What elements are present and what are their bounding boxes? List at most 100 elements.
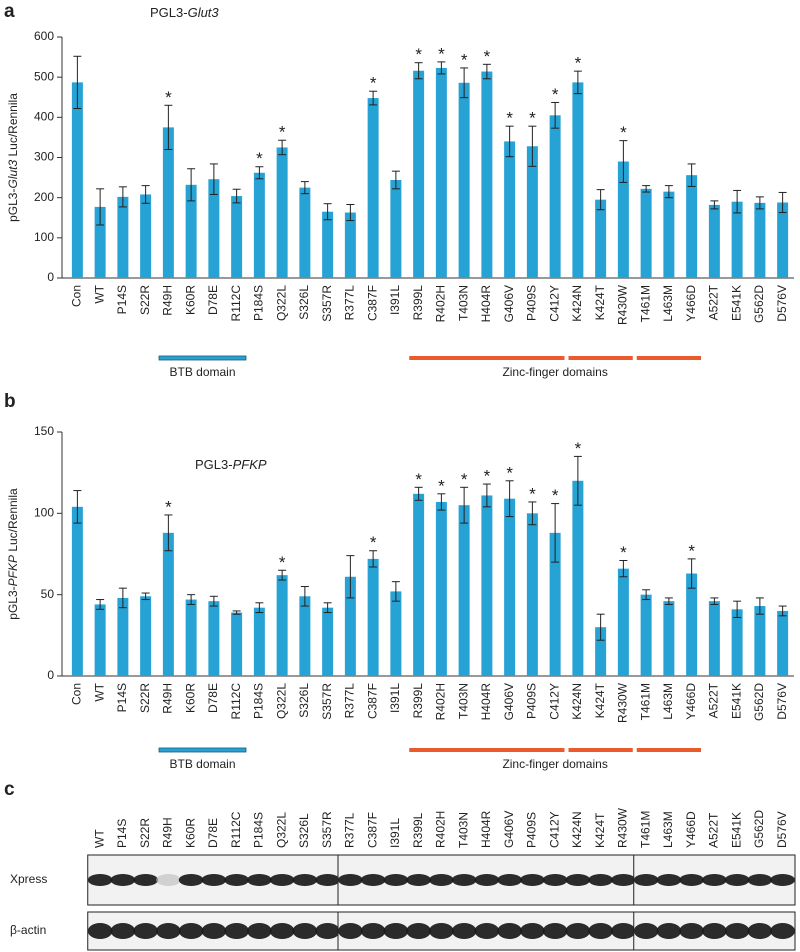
panel-label: b	[4, 391, 16, 412]
bar	[185, 599, 197, 676]
blot-band	[429, 923, 454, 939]
lane-label: K424T	[593, 812, 607, 848]
blot-band	[656, 923, 682, 939]
x-tick-label: L463M	[661, 683, 675, 720]
bar	[595, 627, 607, 676]
text-part: PFKP	[6, 555, 20, 586]
blot-band	[565, 923, 591, 939]
blot-band	[497, 874, 522, 886]
significance-marker: *	[279, 553, 286, 572]
lane-label: S326L	[297, 813, 311, 848]
text-part: Glut3	[188, 5, 220, 20]
bar	[117, 597, 129, 676]
bar	[777, 202, 789, 278]
blot-band	[360, 923, 386, 939]
significance-marker: *	[620, 543, 627, 562]
x-tick-label: C412Y	[547, 285, 561, 322]
blot-band	[201, 923, 227, 939]
blot-band	[474, 874, 500, 886]
bar	[231, 196, 243, 278]
bar	[94, 206, 106, 278]
x-tick-label: P184S	[252, 683, 266, 719]
x-tick-label: D78E	[206, 683, 220, 713]
x-tick-label: T461M	[638, 285, 652, 322]
blot-band	[178, 874, 204, 886]
blot-band	[110, 874, 136, 886]
blot-band	[679, 923, 704, 939]
significance-marker: *	[529, 109, 536, 128]
x-tick-label: R402H	[434, 285, 448, 322]
bar	[481, 495, 493, 676]
bar	[777, 610, 789, 676]
x-tick-label: C412Y	[547, 683, 561, 720]
y-tick-label: 0	[47, 270, 54, 284]
blot-band	[406, 874, 431, 886]
x-tick-label: R399L	[411, 683, 425, 719]
lane-label: T403N	[456, 812, 470, 848]
x-tick-label: K424T	[593, 284, 607, 320]
y-tick-label: 50	[41, 587, 55, 601]
bar	[208, 179, 220, 278]
text-part: Glut3	[6, 160, 20, 189]
bar	[413, 493, 425, 676]
y-axis-label: pGL3-Glut3 Luc/Rennila	[6, 93, 20, 222]
x-tick-label: R49H	[161, 285, 175, 316]
bar	[390, 179, 402, 278]
x-tick-label: Con	[70, 683, 84, 705]
bar	[572, 82, 584, 278]
lane-label: R377L	[343, 812, 357, 848]
blot-band	[133, 874, 158, 886]
x-tick-label: Y466D	[684, 285, 698, 322]
domain-bar	[158, 355, 247, 361]
blot-band	[520, 923, 545, 939]
blot-band	[360, 874, 386, 886]
bar	[162, 127, 174, 278]
x-tick-label: S326L	[297, 683, 311, 718]
lane-label: R399L	[411, 812, 425, 848]
significance-marker: *	[370, 533, 377, 552]
bar	[708, 601, 720, 676]
bar	[71, 82, 83, 278]
blot-band	[269, 923, 295, 939]
x-tick-label: Q322L	[274, 285, 288, 321]
blot-band	[611, 923, 636, 939]
blot-band	[702, 923, 727, 939]
bar	[140, 596, 152, 676]
significance-marker: *	[506, 463, 513, 482]
x-tick-label: D78E	[206, 285, 220, 315]
y-tick-label: 200	[34, 190, 54, 204]
lane-label: T461M	[638, 811, 652, 848]
blot-band	[520, 874, 545, 886]
bar	[162, 532, 174, 676]
bar	[663, 601, 675, 676]
blot-band	[87, 874, 113, 886]
lane-label: H404R	[479, 810, 493, 848]
bar	[481, 71, 493, 278]
blot-band	[474, 923, 500, 939]
text-part: PGL3-	[195, 457, 233, 472]
blot-band	[269, 874, 295, 886]
lane-label: L463M	[661, 811, 675, 848]
lane-label: WT	[92, 829, 106, 848]
x-tick-label: T461M	[638, 683, 652, 720]
significance-marker: *	[552, 85, 559, 104]
blot-band	[201, 874, 227, 886]
bar	[253, 607, 265, 676]
blot-band	[542, 923, 568, 939]
blot-band	[633, 874, 659, 886]
lane-label: S22R	[138, 818, 152, 848]
bar	[663, 191, 675, 278]
bar	[640, 594, 652, 676]
bar	[231, 612, 243, 676]
bar	[526, 146, 538, 278]
blot-band	[156, 874, 181, 886]
lane-label: R430W	[616, 807, 630, 848]
lane-label: D78E	[206, 818, 220, 848]
x-tick-label: P14S	[115, 285, 129, 314]
significance-marker: *	[165, 88, 172, 107]
bar	[754, 606, 766, 676]
x-tick-label: D576V	[775, 285, 789, 322]
bar	[708, 204, 720, 278]
